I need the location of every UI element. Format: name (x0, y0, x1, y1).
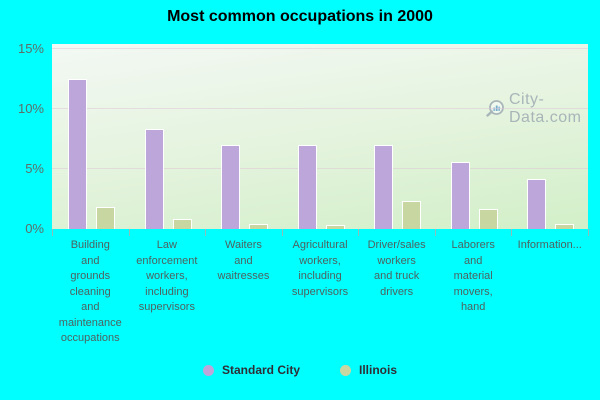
y-tick-label-15: 15% (17, 41, 44, 56)
x-axis-tick-0 (52, 229, 53, 236)
watermark-text: City-Data.com (509, 91, 582, 126)
x-label-2: Waiters and waitresses (217, 239, 270, 282)
bar-illinois-6 (555, 224, 574, 229)
x-axis-tick-1 (129, 229, 130, 236)
legend-item-standard-city: Standard City (202, 363, 300, 377)
bar-standard-city-5 (451, 162, 470, 229)
gridline-5 (52, 168, 588, 169)
legend-label-illinois: Illinois (359, 363, 398, 377)
city-data-logo-icon (484, 98, 506, 120)
chart-title: Most common occupations in 2000 (167, 8, 433, 25)
bar-standard-city-1 (145, 129, 164, 229)
bar-standard-city-4 (374, 145, 393, 229)
standard-city-swatch-icon (202, 364, 214, 376)
x-label-3: Agricultural workers, including supervis… (291, 239, 349, 298)
watermark: City-Data.com (484, 91, 588, 127)
bar-illinois-3 (326, 225, 345, 229)
bar-illinois-2 (249, 224, 268, 229)
bar-illinois-4 (402, 201, 421, 229)
bar-illinois-0 (96, 207, 115, 229)
x-label-5: Laborers and material movers, hand (451, 239, 495, 313)
illinois-swatch-icon (340, 364, 351, 376)
bar-standard-city-6 (527, 179, 546, 229)
bar-standard-city-3 (298, 145, 317, 229)
gridline-10 (52, 108, 588, 109)
x-label-1: Law enforcement workers, including super… (136, 239, 198, 313)
bar-illinois-1 (173, 219, 192, 229)
gridline-15 (52, 48, 588, 49)
legend-label-standard-city: Standard City (221, 363, 300, 377)
plot-area: City-Data.com (52, 44, 588, 229)
x-axis-tick-5 (435, 229, 436, 236)
x-label-4: Driver/sales workers and truck drivers (367, 239, 426, 298)
x-axis-tick-3 (282, 229, 283, 236)
x-axis-tick-7 (588, 229, 589, 236)
x-axis-tick-2 (205, 229, 206, 236)
chart-legend: Standard City Illinois (0, 363, 600, 377)
x-label-6: Information... (517, 239, 582, 251)
y-tick-label-5: 5% (25, 161, 44, 176)
bar-standard-city-0 (68, 79, 87, 229)
x-axis-labels: Building and grounds cleaning and mainte… (52, 238, 588, 347)
y-tick-label-10: 10% (17, 101, 44, 116)
x-label-0: Building and grounds cleaning and mainte… (58, 239, 122, 344)
y-tick-label-0: 0% (25, 221, 44, 236)
bar-standard-city-2 (221, 145, 240, 229)
x-axis-tick-6 (511, 229, 512, 236)
x-axis-tick-4 (358, 229, 359, 236)
bar-illinois-5 (479, 209, 498, 229)
legend-item-illinois: Illinois (340, 363, 397, 377)
